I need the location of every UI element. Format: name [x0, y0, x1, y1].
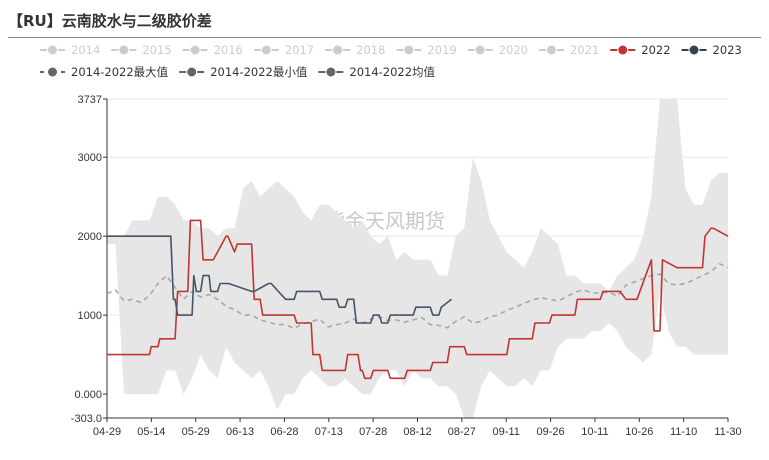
legend-item-2014-2022最大值[interactable]: 2014-2022最大值 [40, 65, 169, 79]
legend-item-2022[interactable]: 2022 [610, 43, 671, 57]
legend-swatch-dot [617, 44, 629, 56]
legend-label: 2014-2022最小值 [210, 65, 308, 79]
legend-label: 2021 [570, 43, 599, 57]
y-tick-label: -303.0 [71, 413, 102, 425]
series-2023-line [107, 235, 452, 324]
legend-label: 2015 [142, 43, 171, 57]
series-2022-line [107, 219, 729, 380]
legend-item-2017[interactable]: 2017 [253, 43, 314, 57]
y-tick-label: 3737 [78, 94, 102, 106]
legend-item-2016[interactable]: 2016 [182, 43, 243, 57]
legend-swatch-dot [688, 44, 700, 56]
y-tick-label: 1000 [78, 310, 102, 322]
legend-swatch-dot [332, 44, 344, 56]
legend-label: 2023 [713, 43, 742, 57]
y-tick-label: 0.000 [74, 389, 102, 401]
legend-label: 2022 [641, 43, 670, 57]
title-divider [8, 37, 761, 38]
x-tick-label: 08-27 [448, 426, 476, 438]
x-tick-label: 06-13 [226, 426, 254, 438]
legend-item-2014-2022均值[interactable]: 2014-2022均值 [318, 65, 436, 79]
x-tick-label: 06-28 [270, 426, 298, 438]
legend: 2014 2015 2016 2017 2018 2019 2020 2021 2022 2023… [40, 43, 742, 79]
legend-label: 2014-2022最大值 [71, 65, 169, 79]
y-tick-label: 2000 [78, 231, 102, 243]
x-tick-label: 11-10 [670, 426, 697, 438]
x-tick-label: 09-11 [493, 426, 520, 438]
x-tick-label: 10-11 [581, 426, 608, 438]
legend-swatch-dot [189, 44, 201, 56]
x-tick-label: 11-30 [714, 426, 741, 438]
legend-swatch-dot [47, 66, 58, 78]
legend-item-2019[interactable]: 2019 [396, 43, 457, 57]
legend-swatch-dot [118, 44, 130, 56]
legend-item-2018[interactable]: 2018 [325, 43, 385, 57]
x-tick-label: 04-29 [93, 426, 121, 438]
x-tick-label: 10-26 [625, 426, 653, 438]
x-tick-label: 07-13 [315, 426, 343, 438]
legend-item-2015[interactable]: 2015 [111, 43, 172, 57]
legend-label: 2016 [214, 43, 243, 57]
legend-swatch-dot [47, 44, 58, 56]
legend-swatch-dot [186, 66, 198, 78]
legend-item-2014-2022最小值[interactable]: 2014-2022最小值 [179, 65, 308, 79]
legend-label: 2017 [285, 43, 314, 57]
x-tick-label: 09-26 [537, 426, 565, 438]
x-tick-label: 08-12 [403, 426, 431, 438]
legend-item-2023[interactable]: 2023 [681, 43, 742, 57]
minmax-band [107, 99, 728, 418]
legend-swatch-dot [260, 44, 272, 56]
legend-label: 2014 [71, 43, 100, 57]
legend-swatch-dot [403, 44, 415, 56]
legend-label: 2019 [427, 43, 456, 57]
x-tick-label: 07-28 [359, 426, 387, 438]
page-title: 【RU】云南胶水与二级胶价差 [8, 12, 212, 30]
x-tick-label: 05-14 [137, 426, 165, 438]
legend-swatch-dot [545, 44, 557, 56]
legend-item-2020[interactable]: 2020 [467, 43, 528, 57]
x-tick-label: 05-29 [182, 426, 210, 438]
y-tick-label: 3000 [78, 152, 102, 164]
legend-label: 2020 [499, 43, 528, 57]
legend-swatch-dot [474, 44, 486, 56]
legend-swatch-dot [325, 66, 337, 78]
legend-item-2021[interactable]: 2021 [538, 43, 599, 57]
series-2014-2022均值-line [106, 262, 729, 330]
legend-item-2014[interactable]: 2014 [40, 43, 100, 57]
legend-label: 2014-2022均值 [349, 65, 435, 79]
legend-label: 2018 [356, 43, 385, 57]
